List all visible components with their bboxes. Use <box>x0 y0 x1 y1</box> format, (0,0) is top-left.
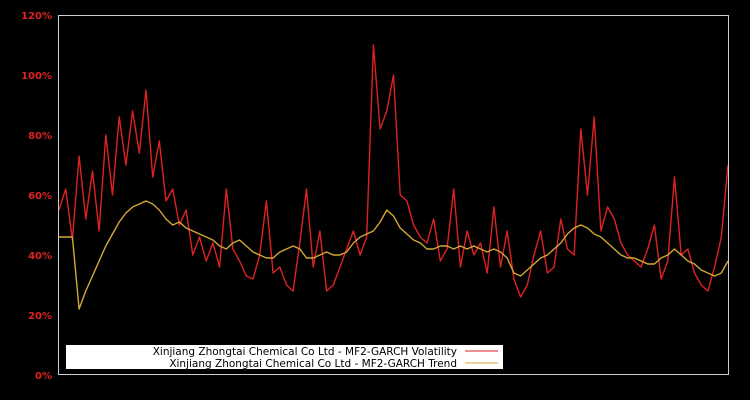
y-tick-label: 80% <box>28 131 52 142</box>
y-tick-label: 120% <box>21 11 52 22</box>
legend-box <box>66 345 503 369</box>
legend: Xinjiang Zhongtai Chemical Co Ltd - MF2-… <box>66 345 503 370</box>
legend-label-trend: Xinjiang Zhongtai Chemical Co Ltd - MF2-… <box>169 358 457 370</box>
y-tick-label: 60% <box>28 191 52 202</box>
trend-line <box>59 200 729 310</box>
series-layer <box>58 44 729 310</box>
legend-label-volatility: Xinjiang Zhongtai Chemical Co Ltd - MF2-… <box>153 346 457 358</box>
plot-frame <box>58 15 729 375</box>
volatility-line <box>58 44 729 298</box>
y-tick-label: 100% <box>21 71 52 82</box>
y-axis: 0% 20% 40% 60% 80% 100% 120% <box>21 11 52 382</box>
y-tick-label: 20% <box>28 311 52 322</box>
y-tick-label: 40% <box>28 251 52 262</box>
y-tick-label: 0% <box>35 371 52 382</box>
